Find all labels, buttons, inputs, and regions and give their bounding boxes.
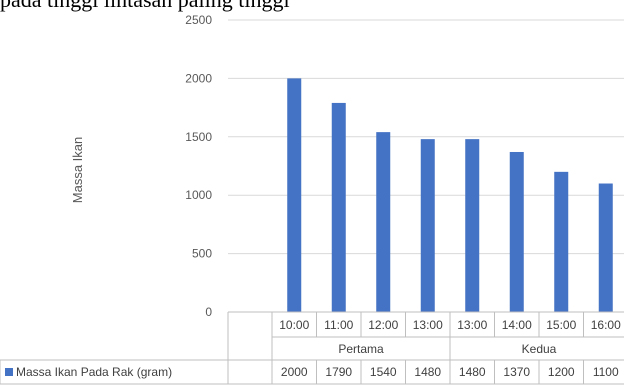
bar	[420, 139, 435, 312]
bar	[509, 151, 524, 312]
bar	[376, 132, 391, 312]
bars	[287, 78, 613, 313]
data-table: 10:00 11:00 12:00 13:00 13:00 14:00 15:00 16:00…	[0, 311, 624, 385]
y-axis-title: Massa Ikan	[70, 137, 85, 203]
legend-label: Massa Ikan Pada Rak (gram)	[16, 365, 172, 379]
data-value-label: 1200	[548, 365, 575, 379]
y-tick-label: 500	[192, 247, 212, 261]
y-tick-label: 2000	[185, 71, 212, 85]
bar	[465, 139, 480, 312]
x-tick-label: 15:00	[546, 318, 576, 332]
y-tick-label: 1000	[185, 188, 212, 202]
x-tick-label: 12:00	[368, 318, 398, 332]
group-label: Pertama	[338, 342, 384, 356]
y-tick-label: 1500	[185, 130, 212, 144]
bar	[331, 102, 346, 312]
y-axis-ticks: 0 500 1000 1500 2000 2500	[185, 13, 212, 319]
x-tick-label: 13:00	[457, 318, 487, 332]
x-tick-label: 11:00	[324, 318, 353, 332]
data-value-label: 1790	[325, 365, 352, 379]
data-value-label: 1480	[459, 365, 486, 379]
legend-swatch	[5, 368, 13, 376]
data-value-label: 2000	[281, 365, 308, 379]
x-tick-label: 13:00	[413, 318, 443, 332]
group-label: Kedua	[522, 342, 557, 356]
x-tick-label: 14:00	[502, 318, 532, 332]
y-tick-label: 0	[205, 305, 212, 319]
bar	[554, 171, 569, 312]
bar	[598, 183, 613, 312]
x-tick-label: 16:00	[591, 318, 621, 332]
data-value-label: 1540	[370, 365, 397, 379]
x-tick-label: 10:00	[279, 318, 309, 332]
data-value-label: 1480	[414, 365, 441, 379]
data-value-label: 1100	[593, 365, 619, 379]
y-tick-label: 2500	[185, 13, 212, 27]
caption-text: pada tinggi lintasan paling tinggi	[0, 0, 624, 12]
data-value-label: 1370	[503, 365, 530, 379]
bar	[287, 78, 302, 313]
